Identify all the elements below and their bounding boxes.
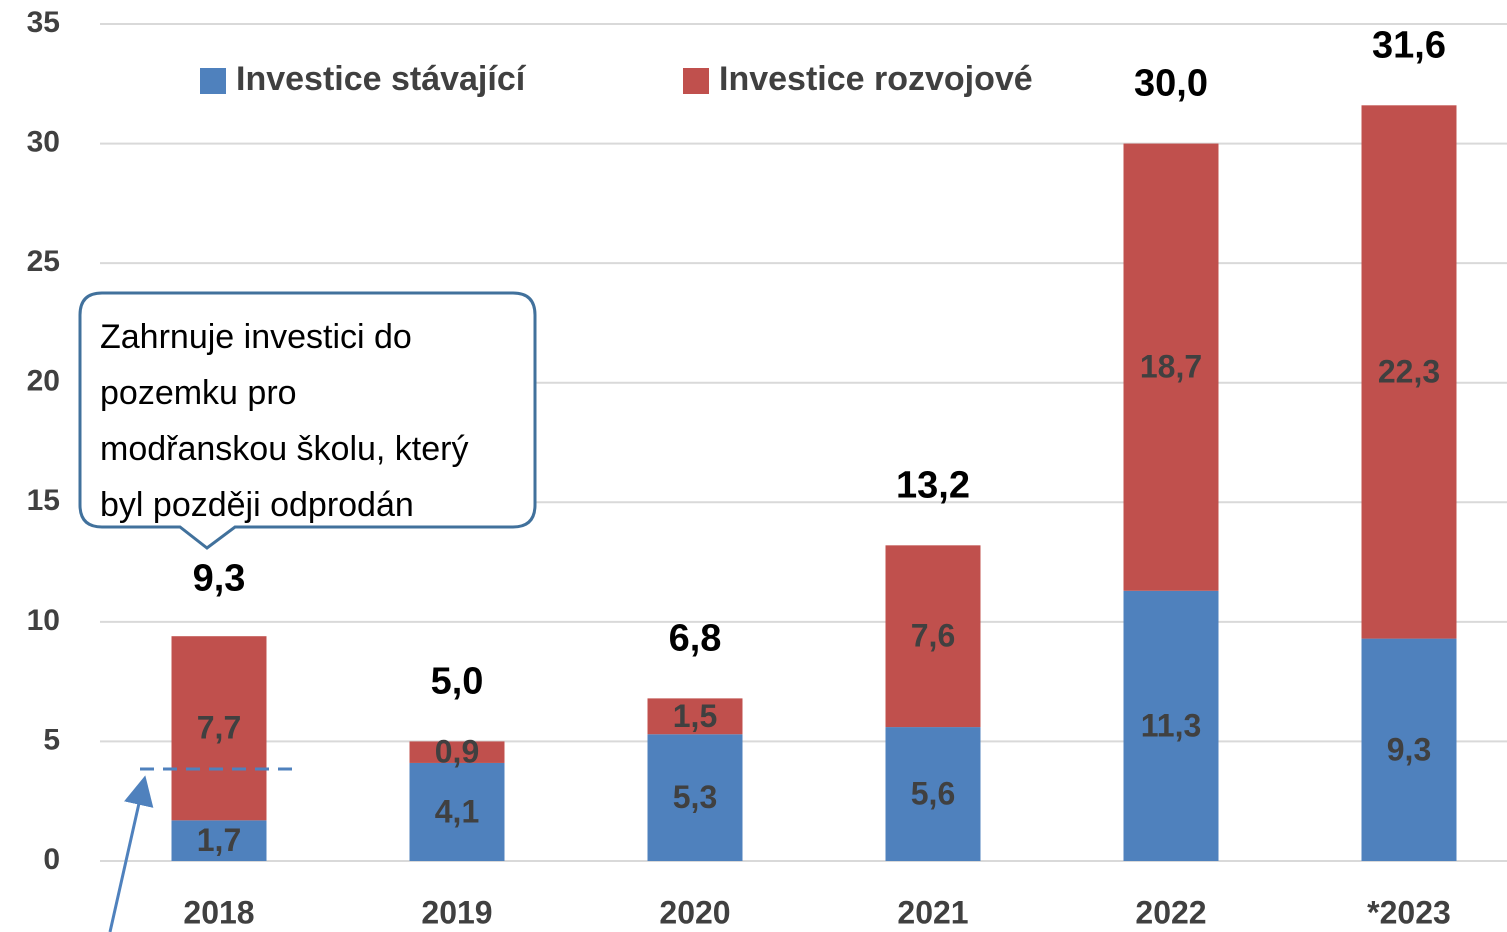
- value-label: 18,7: [1140, 349, 1202, 385]
- y-tick-label: 25: [27, 245, 60, 278]
- value-label: 0,9: [435, 734, 479, 770]
- bar-segment: [1361, 105, 1457, 639]
- y-tick-label: 5: [43, 723, 60, 756]
- x-tick-label: 2020: [659, 894, 730, 930]
- legend-label: Investice stávající: [236, 60, 527, 98]
- total-label: 13,2: [896, 464, 970, 506]
- bar-segment: [171, 636, 267, 821]
- y-tick-label: 10: [27, 604, 60, 637]
- legend-swatch: [200, 68, 226, 94]
- arrow: [108, 775, 154, 932]
- x-tick-label: *2023: [1367, 894, 1451, 930]
- value-label: 1,5: [673, 698, 717, 734]
- callout: [78, 291, 537, 550]
- x-tick-label: 2019: [421, 894, 492, 930]
- bar-segment: [885, 727, 981, 861]
- bar-segment: [171, 820, 267, 861]
- annotation-text: Zahrnuje investici do: [100, 318, 412, 356]
- value-label: 5,6: [911, 775, 955, 811]
- total-label: 5,0: [431, 660, 484, 702]
- total-label: 6,8: [669, 617, 722, 659]
- total-label: 31,6: [1372, 24, 1446, 66]
- value-label: 9,3: [1387, 731, 1431, 767]
- value-label: 7,7: [197, 710, 241, 746]
- legend-label: Investice rozvojové: [719, 60, 1033, 98]
- annotation-text: byl později odprodán: [100, 486, 414, 524]
- bar-segment: [1361, 638, 1457, 861]
- total-label: 9,3: [193, 558, 246, 600]
- value-label: 1,7: [197, 822, 241, 858]
- value-label: 11,3: [1141, 707, 1202, 743]
- legend-swatch: [683, 68, 709, 94]
- value-label: 4,1: [435, 793, 479, 829]
- value-label: 7,6: [911, 618, 955, 654]
- bar-segment: [647, 698, 743, 735]
- x-tick-label: 2021: [897, 894, 968, 930]
- y-tick-label: 0: [43, 843, 60, 876]
- x-tick-label: 2018: [183, 894, 254, 930]
- value-label: 22,3: [1378, 353, 1440, 389]
- total-label: 30,0: [1134, 63, 1208, 105]
- y-tick-label: 35: [27, 6, 60, 39]
- bar-segment: [1123, 590, 1219, 861]
- y-tick-label: 20: [27, 365, 60, 398]
- annotation-text: modřanskou školu, který: [100, 430, 469, 468]
- value-label: 5,3: [673, 779, 717, 815]
- y-tick-label: 15: [27, 484, 60, 517]
- y-tick-label: 30: [27, 125, 60, 158]
- x-tick-label: 2022: [1135, 894, 1206, 930]
- bar-segment: [409, 762, 505, 861]
- bar-segment: [885, 545, 981, 728]
- annotation-text: pozemku pro: [100, 374, 297, 412]
- bar-segment: [409, 741, 505, 763]
- bar-segment: [647, 734, 743, 861]
- bar-segment: [1123, 143, 1219, 591]
